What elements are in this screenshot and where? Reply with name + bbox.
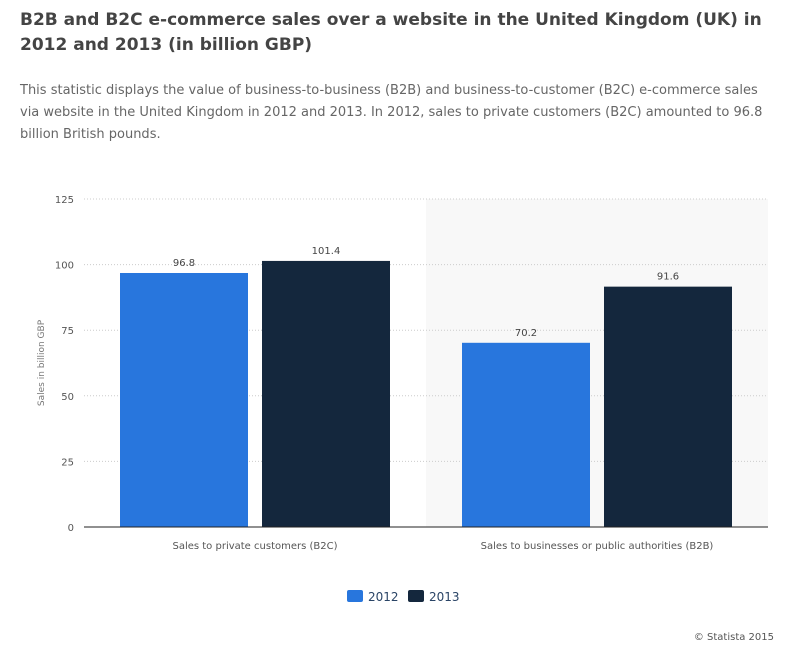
data-label: 70.2 (515, 328, 537, 339)
chart-description: This statistic displays the value of bus… (20, 83, 763, 142)
data-label: 101.4 (312, 246, 341, 257)
y-tick-label: 125 (55, 195, 74, 206)
y-tick-label: 0 (68, 523, 74, 534)
y-axis-label: Sales in billion GBP (37, 319, 47, 406)
statista-credit[interactable]: © Statista 2015 (693, 632, 774, 643)
y-tick-label: 25 (61, 457, 74, 468)
chart-title: B2B and B2C e-commerce sales over a webs… (20, 10, 762, 55)
bar-2013 (604, 286, 732, 527)
legend-item-2012[interactable]: 2012 (368, 590, 399, 604)
bar-2012 (462, 342, 590, 527)
legend-swatch-2012[interactable] (347, 590, 363, 602)
data-label: 96.8 (173, 258, 195, 269)
x-tick-label: Sales to businesses or public authoritie… (481, 541, 714, 552)
y-tick-label: 100 (55, 261, 74, 272)
bar-2012 (120, 272, 248, 527)
bar-2013 (262, 260, 390, 527)
x-tick-label: Sales to private customers (B2C) (172, 541, 337, 552)
y-tick-label: 50 (61, 392, 74, 403)
legend-item-2013[interactable]: 2013 (429, 590, 460, 604)
data-label: 91.6 (657, 272, 679, 283)
y-tick-label: 75 (61, 326, 74, 337)
legend-swatch-2013[interactable] (408, 590, 424, 602)
